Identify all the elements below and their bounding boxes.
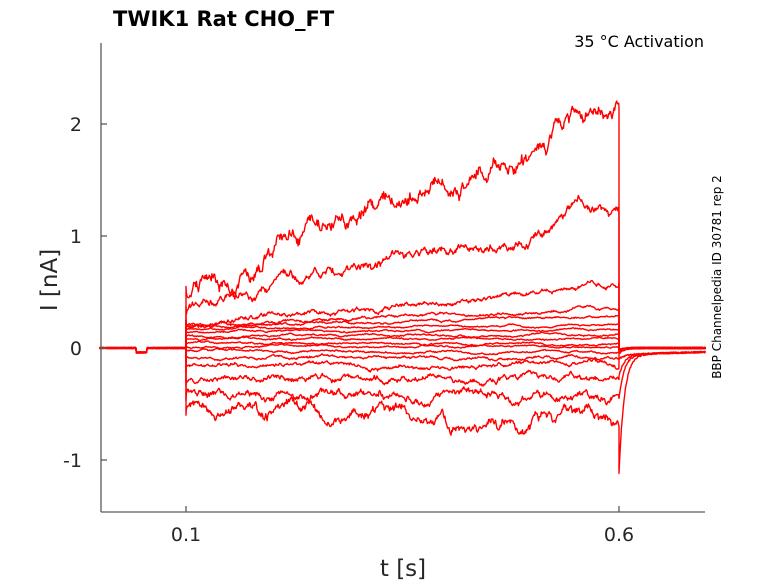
trace-17 — [98, 346, 706, 475]
trace-11 — [99, 340, 707, 354]
trace-10 — [98, 337, 707, 354]
x-tick-label: 0.6 — [604, 524, 634, 546]
chart-title: TWIK1 Rat CHO_FT — [113, 7, 335, 31]
y-tick-label: -1 — [63, 450, 82, 472]
trace-5 — [98, 314, 707, 354]
trace-6 — [99, 322, 706, 354]
trace-2 — [98, 194, 706, 354]
trace-1 — [98, 100, 706, 354]
trace-4 — [98, 304, 707, 354]
side-label: BBP Channelpedia ID 30781 rep 2 — [710, 175, 724, 379]
trace-12 — [98, 346, 706, 358]
x-tick-label: 0.1 — [171, 524, 201, 546]
y-axis-label: I [nA] — [37, 249, 63, 311]
trace-9 — [98, 332, 707, 354]
trace-7 — [99, 326, 706, 354]
y-tick-label: 0 — [70, 338, 82, 360]
trace-14 — [98, 346, 707, 373]
y-tick-label: 1 — [70, 226, 82, 248]
y-tick-label: 2 — [70, 114, 82, 136]
y-ticks: -1 0 1 2 — [63, 114, 107, 472]
chart-annotation: 35 °C Activation — [574, 32, 704, 51]
trace-13 — [99, 346, 707, 364]
trace-15 — [98, 346, 707, 387]
x-axis-label: t [s] — [380, 556, 426, 582]
trace-8 — [99, 329, 707, 354]
x-ticks: 0.1 0.6 — [171, 506, 634, 546]
trace-16 — [99, 346, 707, 408]
traces-group — [98, 100, 707, 475]
